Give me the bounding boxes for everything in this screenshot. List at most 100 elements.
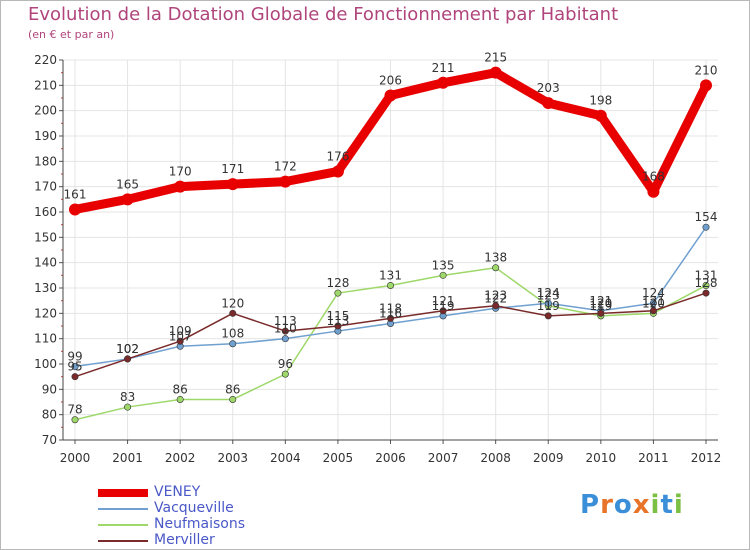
data-label: 118 (379, 301, 402, 315)
data-point (229, 340, 237, 348)
legend-label-vacqueville: Vacqueville (154, 500, 234, 516)
data-point (544, 312, 552, 320)
data-label: 206 (379, 73, 402, 87)
data-label: 86 (225, 382, 240, 396)
data-label: 203 (537, 81, 560, 95)
data-label: 120 (589, 296, 612, 310)
legend-swatch-vacqueville (98, 508, 148, 510)
x-tick-label: 2010 (586, 451, 617, 465)
data-label: 128 (326, 276, 349, 290)
logo-letter: P (580, 490, 601, 520)
y-tick-label: 80 (42, 408, 57, 422)
x-tick-label: 2006 (375, 451, 406, 465)
legend-label-merviller: Merviller (154, 532, 215, 548)
data-label: 168 (642, 170, 665, 184)
data-label: 96 (278, 357, 293, 371)
data-label: 123 (484, 289, 507, 303)
data-label: 198 (589, 94, 612, 108)
data-point (386, 281, 394, 289)
data-point (281, 327, 289, 335)
data-label: 124 (642, 286, 665, 300)
data-label: 95 (67, 360, 82, 374)
data-point (700, 79, 712, 92)
data-point (649, 299, 657, 307)
data-point (439, 307, 447, 315)
data-label: 122 (484, 291, 507, 305)
x-tick-label: 2012 (691, 451, 722, 465)
data-point (542, 97, 555, 110)
logo-letter: x (632, 490, 651, 520)
data-point (69, 203, 81, 216)
data-point (226, 178, 239, 191)
legend-item-veney: VENEY (98, 484, 338, 501)
data-point (121, 193, 134, 206)
y-tick-label: 70 (42, 433, 57, 447)
y-tick-label: 210 (34, 78, 57, 92)
data-point (71, 416, 79, 424)
data-label: 115 (326, 309, 349, 323)
x-tick-label: 2005 (323, 451, 354, 465)
y-tick-label: 160 (34, 205, 57, 219)
data-point (124, 403, 132, 411)
y-tick-label: 190 (34, 129, 57, 143)
y-tick-label: 180 (34, 154, 57, 168)
legend: VENEY Vacqueville Neufmaisons Merviller (98, 484, 338, 549)
data-label: 161 (64, 187, 87, 201)
data-point (331, 165, 344, 178)
data-point (386, 314, 394, 322)
data-point (439, 271, 447, 279)
data-label: 99 (67, 350, 82, 364)
legend-label-veney: VENEY (154, 484, 201, 500)
data-label: 109 (169, 324, 192, 338)
data-label: 119 (432, 299, 455, 313)
data-label: 108 (221, 327, 244, 341)
x-tick-label: 2007 (428, 451, 459, 465)
data-label: 210 (695, 63, 718, 77)
data-point (281, 335, 289, 343)
data-label: 110 (274, 322, 297, 336)
legend-swatch-veney (98, 489, 148, 497)
data-label: 107 (169, 329, 192, 343)
data-point (702, 281, 710, 289)
x-tick-label: 2009 (533, 451, 564, 465)
x-tick-label: 2008 (480, 451, 511, 465)
data-label: 102 (116, 342, 139, 356)
x-tick-label: 2002 (165, 451, 196, 465)
data-label: 86 (173, 382, 188, 396)
data-point (229, 309, 237, 317)
data-label: 120 (642, 296, 665, 310)
data-label: 121 (642, 294, 665, 308)
y-tick-label: 170 (34, 180, 57, 194)
data-point (71, 373, 79, 381)
data-label: 171 (221, 162, 244, 176)
logo-letter: t (660, 490, 674, 520)
data-label: 124 (537, 286, 560, 300)
logo-letter: r (600, 490, 614, 520)
y-tick-label: 140 (34, 256, 57, 270)
data-point (544, 299, 552, 307)
data-point (492, 302, 500, 310)
data-point (649, 307, 657, 315)
data-point (229, 395, 237, 403)
logo-letter: i (650, 490, 661, 520)
proxiti-logo: Proxiti (580, 490, 684, 520)
x-tick-label: 2000 (60, 451, 91, 465)
data-point (279, 175, 292, 188)
legend-item-merviller: Merviller (98, 532, 338, 549)
data-label: 170 (169, 165, 192, 179)
data-point (71, 363, 79, 371)
y-tick-label: 120 (34, 306, 57, 320)
y-tick-label: 220 (34, 53, 57, 67)
data-point (176, 395, 184, 403)
chart-subtitle: (en € et par an) (28, 28, 115, 41)
x-tick-label: 2003 (217, 451, 248, 465)
data-point (594, 109, 607, 122)
data-point (174, 180, 187, 193)
logo-letter: o (613, 490, 633, 520)
legend-swatch-merviller (98, 540, 148, 542)
data-label: 116 (379, 306, 402, 320)
data-point (702, 289, 710, 297)
data-label: 78 (67, 403, 82, 417)
data-label: 128 (695, 276, 718, 290)
data-label: 176 (326, 149, 349, 163)
